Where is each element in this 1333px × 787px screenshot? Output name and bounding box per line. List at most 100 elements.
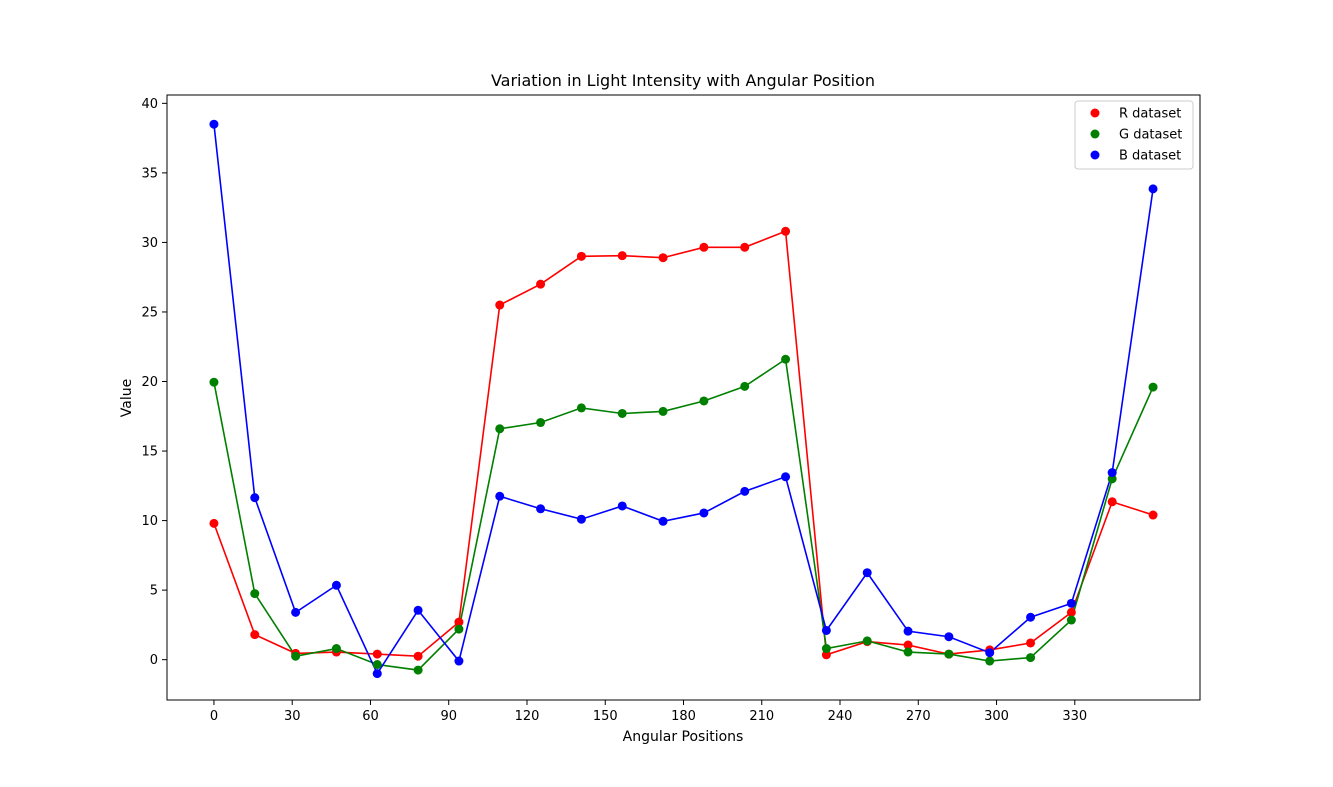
data-point <box>903 626 913 636</box>
data-point <box>576 514 586 524</box>
data-point <box>944 632 954 642</box>
data-point <box>454 656 464 666</box>
data-point <box>454 617 464 627</box>
data-point <box>1026 653 1036 663</box>
data-point <box>413 665 423 675</box>
y-tick-label: 5 <box>150 584 158 599</box>
y-tick-label: 40 <box>141 97 158 112</box>
data-point <box>291 607 301 617</box>
data-point <box>781 354 791 364</box>
data-point <box>903 640 913 650</box>
data-point <box>250 493 260 503</box>
data-point <box>781 226 791 236</box>
chart-title: Variation in Light Intensity with Angula… <box>491 71 875 90</box>
y-tick-label: 30 <box>141 236 158 251</box>
data-point <box>209 377 219 387</box>
plot-frame <box>166 94 1201 701</box>
data-point <box>1107 497 1117 507</box>
x-tick-label: 240 <box>828 709 853 724</box>
legend: R dataset G dataset B dataset <box>1074 100 1194 170</box>
x-tick-label: 0 <box>210 709 218 724</box>
data-point <box>372 660 382 670</box>
data-point <box>1148 184 1158 194</box>
data-point <box>617 408 627 418</box>
x-tick-label: 90 <box>440 709 457 724</box>
data-point <box>331 580 341 590</box>
data-point <box>617 501 627 511</box>
x-tick-label: 330 <box>1062 709 1087 724</box>
y-tick-label: 25 <box>141 305 158 320</box>
data-point <box>495 300 505 310</box>
data-point <box>536 504 546 514</box>
data-point <box>413 651 423 661</box>
y-tick-label: 10 <box>141 514 158 529</box>
plot-area <box>209 119 1158 679</box>
data-point <box>1107 474 1117 484</box>
data-point <box>821 625 831 635</box>
data-point <box>821 650 831 660</box>
data-point <box>209 119 219 129</box>
data-point <box>495 491 505 501</box>
series-line-1 <box>213 357 1154 671</box>
x-tick-label: 300 <box>984 709 1009 724</box>
data-point <box>1066 598 1076 608</box>
data-point <box>740 486 750 496</box>
axes: 0 30 60 90 120 150 180 210 240 270 300 330 0 5 10 15 20 2… <box>141 94 1201 724</box>
data-point <box>536 418 546 428</box>
legend-label-1: G dataset <box>1119 128 1182 143</box>
data-point <box>985 656 995 666</box>
legend-marker-1 <box>1090 129 1100 139</box>
data-point <box>1026 612 1036 622</box>
y-axis-label: Value <box>119 379 135 417</box>
data-point <box>576 403 586 413</box>
series-line-2 <box>213 124 1154 676</box>
x-tick-label: 150 <box>593 709 618 724</box>
legend-box <box>1074 100 1194 170</box>
data-point <box>1107 468 1117 478</box>
data-point <box>699 508 709 518</box>
y-tick-label: 20 <box>141 375 158 390</box>
data-point <box>903 647 913 657</box>
data-point <box>740 381 750 391</box>
data-point <box>944 649 954 659</box>
data-point <box>1148 382 1158 392</box>
data-point <box>576 251 586 261</box>
data-point <box>862 636 872 646</box>
data-point <box>250 630 260 640</box>
data-point <box>331 644 341 654</box>
x-tick-label: 30 <box>284 709 301 724</box>
data-point <box>372 649 382 659</box>
data-point <box>1066 615 1076 625</box>
data-point <box>250 589 260 599</box>
data-point <box>821 644 831 654</box>
data-point <box>658 253 668 263</box>
data-point <box>985 648 995 658</box>
data-point <box>740 242 750 252</box>
series-line-0 <box>213 230 1154 658</box>
data-point <box>699 242 709 252</box>
data-point <box>454 624 464 634</box>
x-tick-label: 270 <box>906 709 931 724</box>
legend-marker-0 <box>1090 108 1100 118</box>
legend-marker-2 <box>1090 150 1100 160</box>
data-point <box>862 568 872 578</box>
x-axis-label: Angular Positions <box>623 729 744 745</box>
data-point <box>617 251 627 261</box>
data-point <box>372 669 382 679</box>
data-point <box>291 651 301 661</box>
data-point <box>536 279 546 289</box>
data-point <box>658 406 668 416</box>
legend-label-0: R dataset <box>1119 107 1181 122</box>
data-point <box>699 396 709 406</box>
x-tick-label: 60 <box>362 709 379 724</box>
data-point <box>1148 510 1158 520</box>
legend-label-2: B dataset <box>1119 149 1181 164</box>
data-point <box>781 472 791 482</box>
x-tick-label: 120 <box>515 709 540 724</box>
x-tick-label: 210 <box>749 709 774 724</box>
data-point <box>495 424 505 434</box>
data-point <box>1026 638 1036 648</box>
data-point <box>1066 607 1076 617</box>
y-tick-label: 0 <box>150 653 158 668</box>
